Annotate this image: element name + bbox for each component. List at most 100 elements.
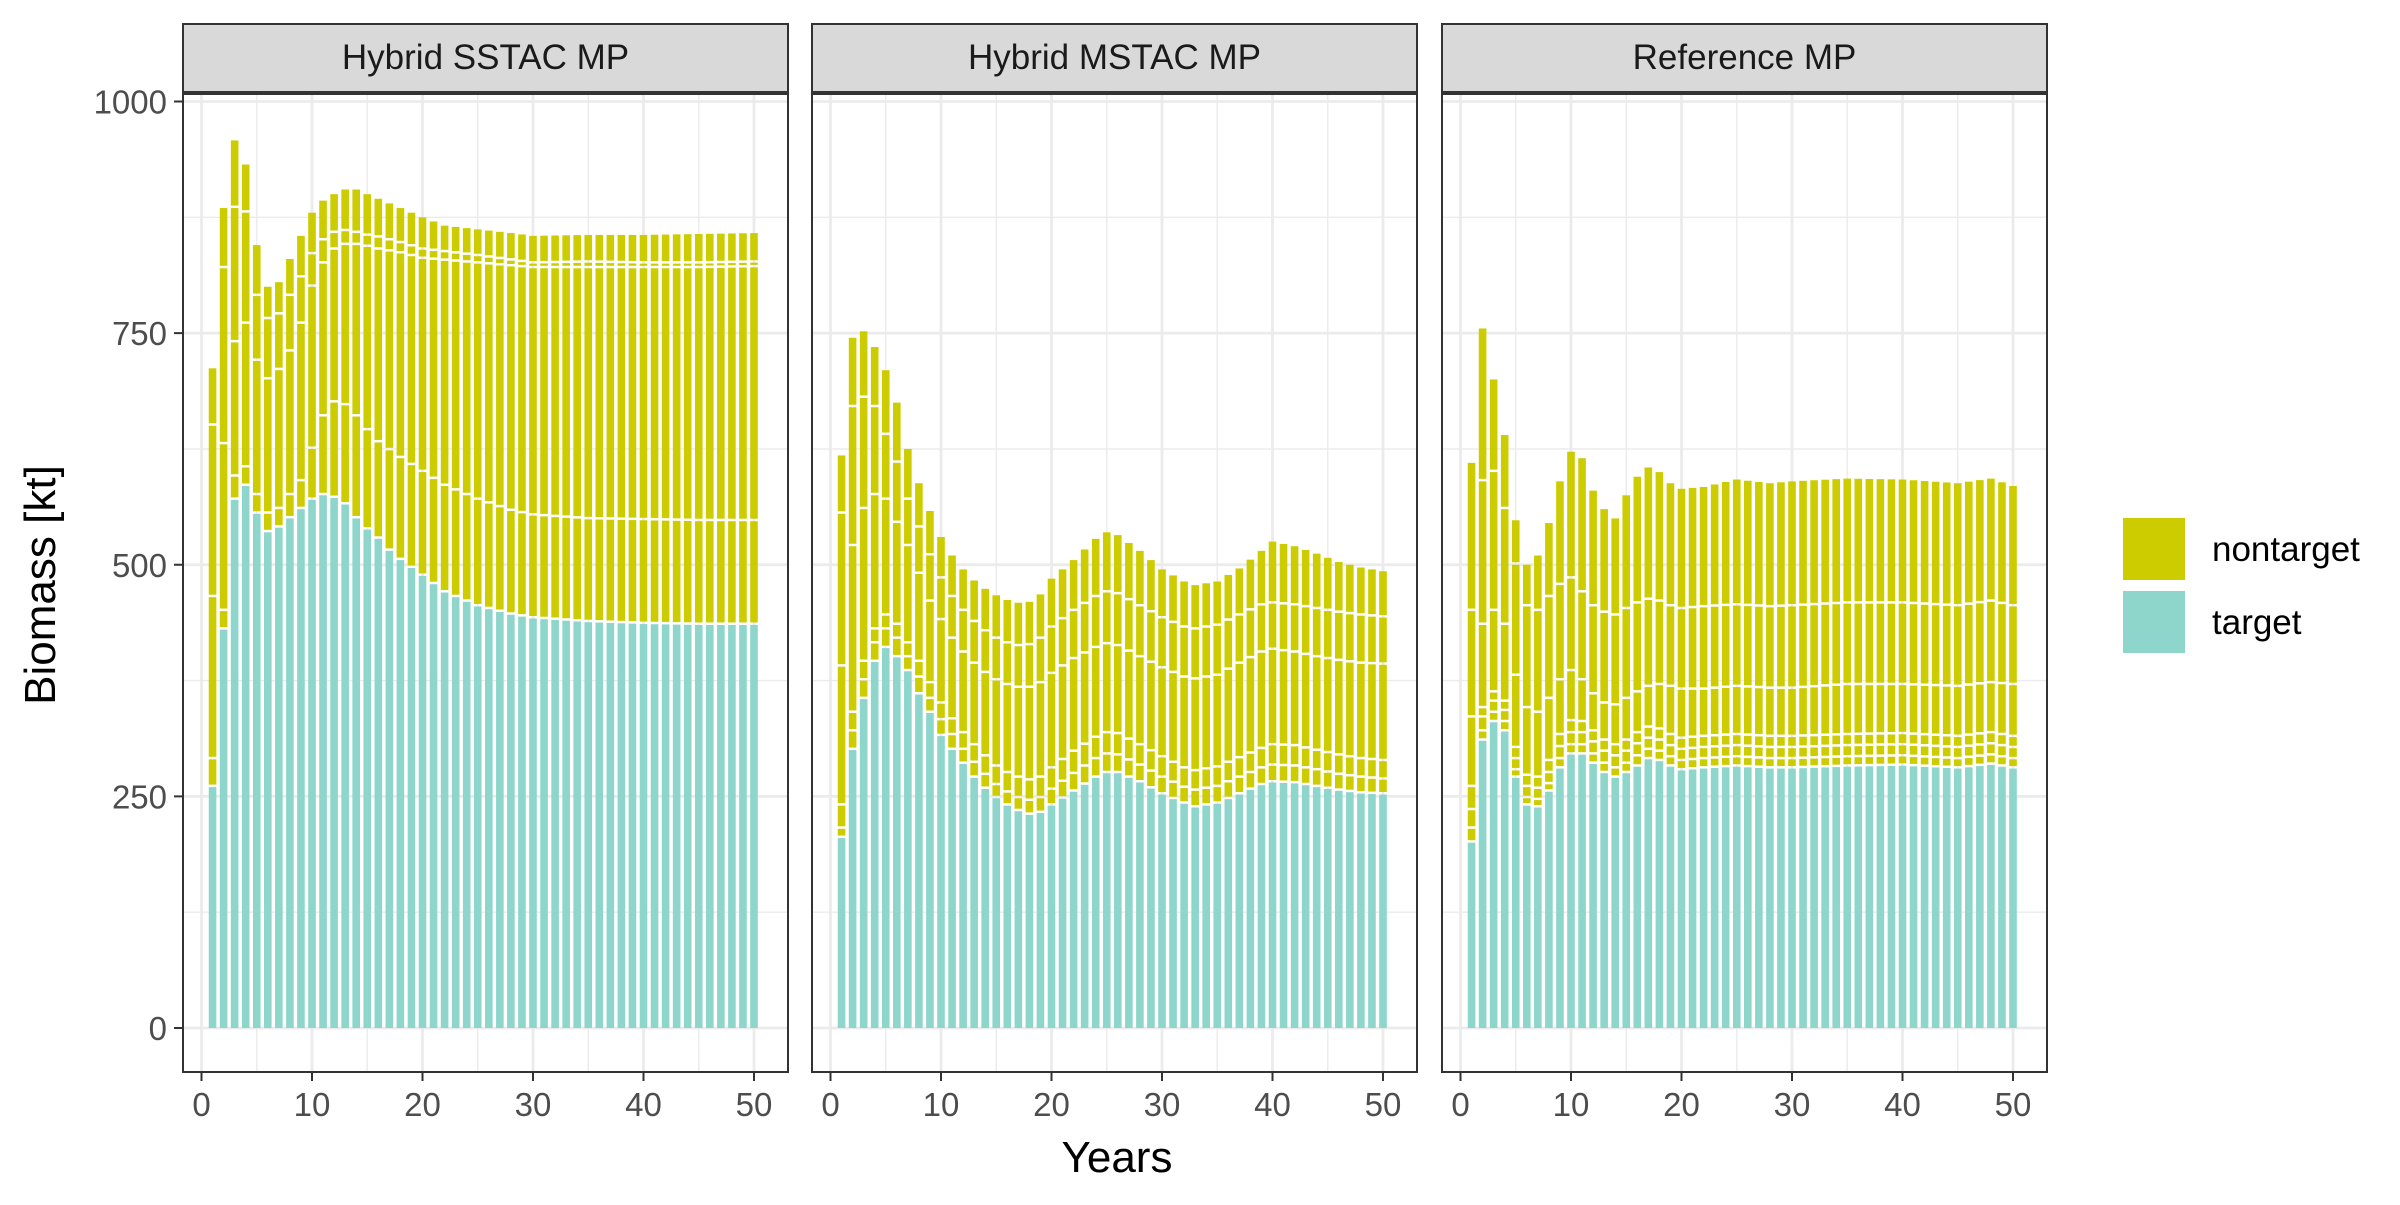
bar-nontarget xyxy=(706,268,714,519)
bar-target xyxy=(881,648,890,1028)
bar-target xyxy=(1014,811,1023,1028)
bar-nontarget xyxy=(264,286,272,317)
bar-nontarget xyxy=(473,263,482,498)
bar-target xyxy=(750,624,758,1028)
bar-nontarget xyxy=(1025,601,1034,643)
bar-nontarget xyxy=(1125,760,1133,776)
bar-target xyxy=(848,750,857,1028)
bar-nontarget xyxy=(1346,662,1354,755)
bar-nontarget xyxy=(485,257,493,263)
bar-nontarget xyxy=(904,499,912,544)
bar-nontarget xyxy=(1235,663,1244,756)
bar-nontarget xyxy=(462,254,471,261)
bar-nontarget xyxy=(1998,746,2006,755)
bar-nontarget xyxy=(374,198,383,236)
bar-nontarget xyxy=(1965,481,1973,603)
bar-nontarget xyxy=(518,234,526,260)
bar-nontarget xyxy=(529,263,537,266)
bar-nontarget xyxy=(1732,479,1741,604)
bar-nontarget xyxy=(1987,744,1995,754)
bar-nontarget xyxy=(1114,646,1122,732)
bar-nontarget xyxy=(540,268,548,514)
bar-nontarget xyxy=(1688,689,1697,736)
bar-nontarget xyxy=(1368,569,1376,615)
bar-nontarget xyxy=(1523,775,1531,785)
bar-target xyxy=(870,662,879,1028)
bar-nontarget xyxy=(992,680,1001,765)
bar-nontarget xyxy=(1545,773,1553,782)
bar-nontarget xyxy=(606,234,615,261)
bar-nontarget xyxy=(1114,535,1122,592)
bar-nontarget xyxy=(1788,748,1796,757)
bar-nontarget xyxy=(1279,604,1288,649)
bar-nontarget xyxy=(440,225,449,250)
bar-target xyxy=(219,629,228,1028)
bar-nontarget xyxy=(1534,555,1542,609)
bar-nontarget xyxy=(1047,578,1056,626)
bar-nontarget xyxy=(264,513,272,530)
bar-nontarget xyxy=(1467,717,1476,785)
bar-nontarget xyxy=(661,234,670,262)
bar-nontarget xyxy=(1721,735,1730,745)
bar-nontarget xyxy=(1556,759,1564,767)
bar-target xyxy=(363,529,372,1028)
bar-target xyxy=(1821,767,1829,1028)
bar-nontarget xyxy=(1301,748,1310,767)
bar-target xyxy=(639,624,648,1028)
bar-nontarget xyxy=(1511,675,1520,746)
bar-nontarget xyxy=(1467,611,1476,716)
bar-target xyxy=(1965,767,1973,1028)
bar-target xyxy=(1523,805,1531,1028)
bar-nontarget xyxy=(904,643,912,655)
bar-nontarget xyxy=(595,262,604,266)
bar-nontarget xyxy=(1755,758,1763,766)
bar-nontarget xyxy=(485,264,493,502)
bar-nontarget xyxy=(1047,789,1056,804)
bar-target xyxy=(341,504,349,1029)
bar-nontarget xyxy=(429,221,438,249)
bar-nontarget xyxy=(219,611,228,628)
bar-target xyxy=(473,606,482,1028)
x-tick-label: 0 xyxy=(1451,1086,1469,1123)
bar-nontarget xyxy=(1147,662,1155,749)
bar-target xyxy=(1644,759,1653,1028)
bar-target xyxy=(683,624,692,1028)
bar-nontarget xyxy=(462,228,471,253)
facet-strip-label: Hybrid MSTAC MP xyxy=(968,38,1261,77)
bar-nontarget xyxy=(1213,787,1222,802)
bar-nontarget xyxy=(1478,624,1487,706)
bar-nontarget xyxy=(1788,737,1796,746)
bar-nontarget xyxy=(1755,747,1763,757)
bar-nontarget xyxy=(750,262,758,265)
bar-nontarget xyxy=(650,520,659,622)
bar-nontarget xyxy=(959,652,967,731)
bar-nontarget xyxy=(496,265,504,505)
bar-nontarget xyxy=(683,268,692,519)
bar-nontarget xyxy=(1721,687,1730,734)
bar-nontarget xyxy=(672,520,681,623)
bar-nontarget xyxy=(1909,745,1918,755)
bar-nontarget xyxy=(1169,623,1177,671)
bar-nontarget xyxy=(1589,742,1597,753)
bar-nontarget xyxy=(1224,574,1233,619)
bar-nontarget xyxy=(1810,736,1818,745)
bar-nontarget xyxy=(981,631,989,671)
bar-nontarget xyxy=(706,233,714,261)
bar-nontarget xyxy=(926,601,934,681)
bar-nontarget xyxy=(1500,701,1509,709)
bar-nontarget xyxy=(462,495,471,600)
bar-nontarget xyxy=(1114,594,1122,644)
x-tick-label: 50 xyxy=(1995,1086,2032,1123)
bar-target xyxy=(1511,777,1520,1028)
bar-nontarget xyxy=(440,252,449,259)
bar-nontarget xyxy=(352,189,360,231)
bar-target xyxy=(650,624,659,1028)
bar-target xyxy=(1268,782,1277,1028)
bar-nontarget xyxy=(1080,653,1089,743)
bar-nontarget xyxy=(1744,606,1752,686)
bar-nontarget xyxy=(1887,479,1896,602)
bar-nontarget xyxy=(1920,735,1929,745)
bar-nontarget xyxy=(1213,767,1222,785)
bar-nontarget xyxy=(606,263,615,266)
bar-nontarget xyxy=(319,263,327,415)
